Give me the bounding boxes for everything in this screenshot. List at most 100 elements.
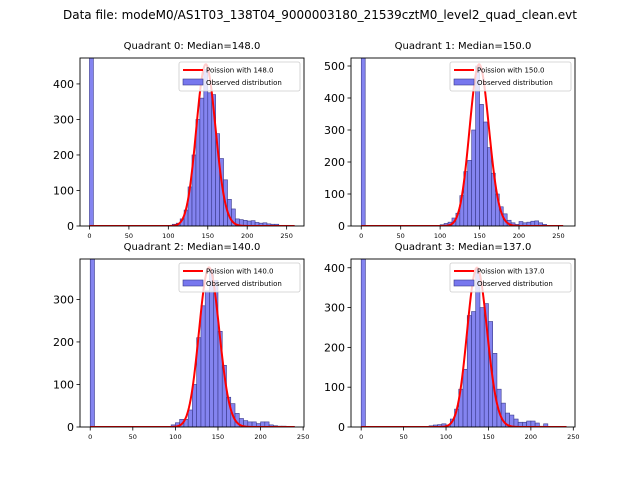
histogram-bar <box>471 129 476 226</box>
histogram-bar <box>264 421 270 427</box>
subplot-title: Quadrant 3: Median=137.0 <box>395 242 532 253</box>
legend-label-poisson: Poission with 137.0 <box>477 268 545 276</box>
subplot-quadrant-1: Quadrant 1: Median=150.0 0 50 100 150 200 250 0… <box>324 41 576 240</box>
y-tick-label: 400 <box>324 92 345 105</box>
histogram-bar <box>462 368 468 427</box>
y-tick-label: 500 <box>324 60 345 73</box>
y-tick-label: 100 <box>53 378 74 391</box>
y-tick-label: 100 <box>324 381 345 394</box>
x-tick-label: 200 <box>525 433 537 441</box>
legend-bar-swatch <box>453 78 475 86</box>
histogram-bar <box>89 58 94 226</box>
y-tick-label: 0 <box>338 421 345 434</box>
poisson-curve <box>361 63 564 226</box>
histogram-bar <box>360 58 366 226</box>
histogram-bar <box>200 305 206 427</box>
y-tick-label: 400 <box>324 262 345 275</box>
x-tick-label: 200 <box>513 232 525 240</box>
subplot-title: Quadrant 2: Median=140.0 <box>124 242 261 253</box>
x-tick-label: 50 <box>399 433 407 441</box>
legend-bar-swatch <box>182 78 204 86</box>
legend: Poission with 150.0 Observed distribution <box>449 61 572 92</box>
legend-label-observed: Observed distribution <box>206 280 282 288</box>
subplot-quadrant-3: Quadrant 3: Median=137.0 0 50 100 150 200 250 0… <box>324 242 580 441</box>
histogram-bar <box>89 259 95 427</box>
subplot-title: Quadrant 0: Median=148.0 <box>124 41 261 52</box>
histogram-bar <box>187 409 193 427</box>
legend-bar-swatch <box>182 279 204 287</box>
legend-bar-swatch <box>453 279 475 287</box>
axes-frame <box>350 258 576 428</box>
y-tick-label: 200 <box>324 156 345 169</box>
x-tick-label: 250 <box>280 232 292 240</box>
x-tick-label: 0 <box>87 232 91 240</box>
y-tick-label: 300 <box>324 302 345 315</box>
histogram-bar <box>487 147 492 226</box>
histogram-bar <box>483 121 488 226</box>
y-tick-label: 100 <box>53 184 74 197</box>
x-tick-label: 50 <box>397 232 405 240</box>
y-tick-label: 100 <box>324 188 345 201</box>
legend-label-observed: Observed distribution <box>477 79 553 87</box>
subplot-quadrant-2: Quadrant 2: Median=140.0 0 50 100 150 200 250 0… <box>53 242 309 441</box>
x-tick-label: 100 <box>169 433 181 441</box>
x-tick-label: 150 <box>212 433 224 441</box>
x-tick-label: 0 <box>359 433 363 441</box>
histogram-bars <box>360 58 563 226</box>
histogram-bars <box>89 58 295 226</box>
y-tick-label: 400 <box>53 78 74 91</box>
histogram-bar <box>207 92 213 226</box>
x-tick-label: 150 <box>473 232 485 240</box>
histogram-bar <box>199 97 205 226</box>
histogram-bar <box>479 307 485 427</box>
legend-label-observed: Observed distribution <box>206 79 282 87</box>
legend-box <box>178 262 301 293</box>
y-tick-label: 200 <box>324 341 345 354</box>
x-tick-label: 150 <box>482 433 494 441</box>
x-tick-label: 250 <box>567 433 579 441</box>
axes-frame <box>350 57 576 227</box>
subplot-title: Quadrant 1: Median=150.0 <box>395 41 532 52</box>
subplot-quadrant-0: Quadrant 0: Median=148.0 0 50 100 150 200 250 0… <box>53 41 305 240</box>
poisson-curve <box>90 266 295 427</box>
histogram-bar <box>203 69 209 226</box>
legend-label-poisson: Poission with 140.0 <box>206 268 274 276</box>
x-tick-label: 50 <box>129 433 137 441</box>
axes-frame <box>79 57 305 227</box>
legend-box <box>178 61 301 92</box>
poisson-curve <box>89 63 295 226</box>
histogram-bar <box>467 160 472 226</box>
y-tick-label: 200 <box>53 336 74 349</box>
legend-box <box>449 61 572 92</box>
histogram-bar <box>475 269 481 427</box>
axes-frame <box>79 258 305 428</box>
x-tick-label: 50 <box>125 232 133 240</box>
y-tick-label: 300 <box>53 113 74 126</box>
x-tick-label: 100 <box>440 433 452 441</box>
histogram-bar <box>209 269 215 427</box>
legend-label-poisson: Poission with 150.0 <box>477 67 545 75</box>
histogram-bar <box>204 290 210 427</box>
x-tick-label: 150 <box>202 232 214 240</box>
legend-box <box>449 262 572 293</box>
x-tick-label: 100 <box>434 232 446 240</box>
x-tick-label: 250 <box>297 433 309 441</box>
x-tick-label: 100 <box>162 232 174 240</box>
legend: Poission with 148.0 Observed distribution <box>178 61 301 92</box>
legend: Poission with 140.0 Observed distribution <box>178 262 301 293</box>
histogram-bar <box>471 311 477 427</box>
x-tick-label: 250 <box>552 232 564 240</box>
legend: Poission with 137.0 Observed distribution <box>449 262 572 293</box>
y-tick-label: 0 <box>67 220 74 233</box>
x-tick-label: 200 <box>254 433 266 441</box>
y-tick-label: 300 <box>324 124 345 137</box>
y-tick-label: 300 <box>53 293 74 306</box>
x-tick-label: 0 <box>359 232 363 240</box>
legend-label-observed: Observed distribution <box>477 280 553 288</box>
figure-suptitle: Data file: modeM0/AS1T03_138T04_90000031… <box>63 8 577 22</box>
y-tick-label: 0 <box>67 421 74 434</box>
histogram-bar <box>479 104 484 226</box>
poisson-curve <box>361 266 567 427</box>
x-tick-label: 0 <box>88 433 92 441</box>
